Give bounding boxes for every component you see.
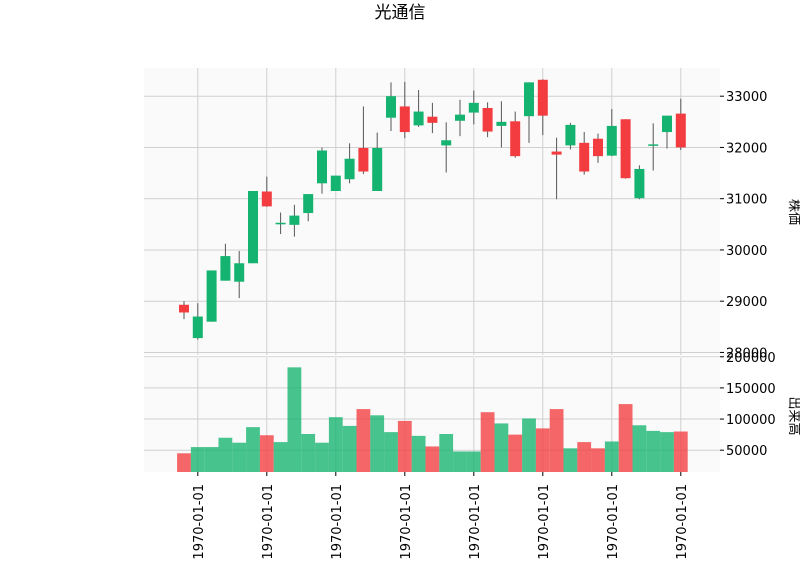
volume-bar bbox=[356, 409, 371, 472]
volume-bar bbox=[673, 431, 688, 472]
x-tick-label: 1970-01-01 bbox=[675, 484, 690, 560]
volume-tick-label: 100000 bbox=[726, 413, 776, 428]
candle-body bbox=[399, 106, 410, 133]
volume-bar bbox=[522, 418, 536, 472]
candle-body bbox=[427, 116, 438, 123]
candle-body bbox=[510, 121, 521, 157]
x-tick-label: 1970-01-01 bbox=[606, 484, 621, 560]
volume-bar bbox=[549, 409, 564, 472]
volume-bar bbox=[480, 412, 495, 472]
volume-bar bbox=[190, 447, 205, 472]
candle-body bbox=[220, 256, 231, 281]
candle-body bbox=[496, 121, 507, 126]
volume-bar bbox=[246, 427, 260, 472]
x-tick-label: 1970-01-01 bbox=[537, 484, 552, 560]
volume-bar bbox=[397, 420, 412, 472]
x-tick-label: 1970-01-01 bbox=[192, 484, 207, 560]
axes: 28000 29000 30000 31000 32000 33000 50000 10000… bbox=[192, 90, 776, 559]
candle-body bbox=[206, 270, 217, 322]
volume-bar bbox=[218, 437, 233, 472]
volume-axis-label: 出来高 bbox=[786, 396, 800, 435]
volume-bar bbox=[535, 428, 550, 472]
chart-title: 光通信 bbox=[375, 3, 426, 23]
candle-body bbox=[303, 194, 314, 214]
volume-bar bbox=[342, 425, 357, 472]
candle-body bbox=[662, 115, 672, 133]
candle-body bbox=[620, 119, 631, 179]
volume-bar bbox=[177, 453, 191, 472]
volume-tick-label: 50000 bbox=[726, 444, 767, 459]
candle-body bbox=[261, 191, 272, 207]
candle-body bbox=[344, 158, 355, 180]
volume-bar bbox=[632, 425, 647, 472]
volume-bar bbox=[328, 417, 343, 472]
volume-bar bbox=[563, 448, 578, 472]
volume-bar bbox=[453, 451, 467, 472]
price-tick-label: 29000 bbox=[726, 295, 767, 310]
volume-bar bbox=[439, 434, 454, 472]
candle-body bbox=[275, 222, 286, 225]
volume-bar bbox=[301, 434, 316, 472]
volume-bars bbox=[177, 367, 688, 472]
volume-bar bbox=[384, 432, 398, 472]
price-tick-label: 31000 bbox=[726, 193, 767, 208]
candle-body bbox=[524, 82, 534, 117]
price-tick-label: 30000 bbox=[726, 244, 767, 259]
volume-bar bbox=[591, 448, 605, 472]
x-tick-label: 1970-01-01 bbox=[261, 484, 276, 560]
volume-bar bbox=[508, 434, 523, 472]
candle-body bbox=[413, 111, 424, 126]
candle-body bbox=[330, 175, 341, 191]
price-tick-label: 33000 bbox=[726, 90, 767, 105]
x-tick-label: 1970-01-01 bbox=[399, 484, 414, 560]
price-tick-label: 32000 bbox=[726, 141, 767, 156]
volume-bar bbox=[604, 441, 619, 472]
volume-bar bbox=[370, 415, 385, 472]
price-tick-label: 28000 bbox=[726, 346, 767, 361]
candle-body bbox=[234, 263, 245, 282]
candle-body bbox=[565, 124, 576, 146]
volume-bar bbox=[315, 442, 329, 472]
volume-bar bbox=[494, 423, 509, 472]
candle-body bbox=[634, 168, 645, 199]
candle-body bbox=[289, 215, 300, 225]
candle-body bbox=[593, 138, 603, 157]
candles bbox=[179, 79, 686, 340]
volume-bar bbox=[466, 451, 481, 472]
volume-bar bbox=[287, 367, 302, 472]
volume-bar bbox=[273, 442, 288, 472]
volume-bar bbox=[411, 435, 426, 472]
volume-bar bbox=[232, 442, 247, 472]
candle-body bbox=[248, 191, 258, 264]
x-tick-label: 1970-01-01 bbox=[330, 484, 345, 560]
volume-bar bbox=[660, 432, 674, 472]
candle-body bbox=[675, 113, 686, 148]
candle-body bbox=[386, 96, 396, 118]
candle-body bbox=[482, 107, 493, 132]
volume-tick-label: 150000 bbox=[726, 382, 776, 397]
volume-bar bbox=[618, 404, 633, 472]
candle-body bbox=[537, 79, 548, 116]
candle-body bbox=[468, 102, 479, 113]
candle-body bbox=[358, 147, 369, 172]
candle-body bbox=[441, 140, 452, 146]
volume-bar bbox=[259, 435, 274, 472]
candle-body bbox=[579, 142, 590, 172]
volume-bar bbox=[646, 430, 661, 472]
x-tick-label: 1970-01-01 bbox=[468, 484, 483, 560]
volume-bar bbox=[577, 442, 592, 472]
candle-body bbox=[648, 144, 659, 146]
candle-body bbox=[606, 125, 617, 156]
price-axis-label: 株価 bbox=[786, 199, 800, 225]
candle-body bbox=[455, 114, 465, 121]
candle-body bbox=[551, 151, 562, 155]
volume-bar bbox=[425, 446, 440, 472]
volume-bar bbox=[204, 447, 219, 472]
candle-body bbox=[372, 147, 383, 191]
volume-tick-label: 200000 bbox=[726, 351, 776, 366]
candle-body bbox=[192, 316, 203, 339]
candle-body bbox=[317, 150, 327, 184]
candle-body bbox=[179, 304, 189, 313]
